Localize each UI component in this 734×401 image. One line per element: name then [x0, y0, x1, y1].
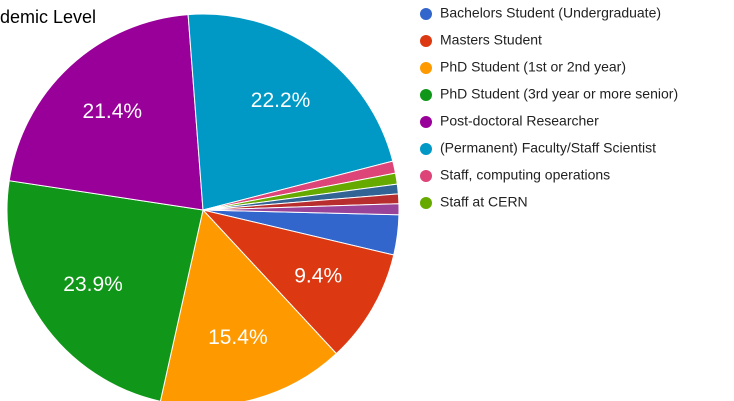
legend-swatch: [420, 35, 432, 47]
slice-label: 23.9%: [63, 273, 123, 296]
legend-label: (Permanent) Faculty/Staff Scientist: [440, 140, 656, 156]
slice-label: 9.4%: [294, 265, 342, 288]
pie-slice: [201, 209, 395, 355]
legend-swatch: [420, 116, 432, 128]
legend-label: Masters Student: [440, 32, 542, 48]
slice-label: 21.4%: [83, 100, 143, 123]
legend-label: PhD Student (3rd year or more senior): [440, 86, 678, 102]
pie-slice: [8, 14, 204, 211]
legend-label: Post-doctoral Researcher: [440, 113, 599, 129]
pie-slice: [6, 180, 204, 401]
slice-label: 22.2%: [251, 89, 311, 112]
legend-swatch: [420, 170, 432, 182]
legend-swatch: [420, 62, 432, 74]
pie-slice: [202, 203, 400, 216]
legend-label: Staff, computing operations: [440, 167, 610, 183]
pie-slice: [187, 13, 394, 211]
pie-slice: [159, 208, 338, 401]
legend-swatch: [420, 8, 432, 20]
legend-label: PhD Student (1st or 2nd year): [440, 59, 626, 75]
legend-swatch: [420, 197, 432, 209]
legend-label: Bachelors Student (Undergraduate): [440, 5, 661, 21]
legend-label: Staff at CERN: [440, 194, 528, 210]
legend-swatch: [420, 89, 432, 101]
slice-label: 15.4%: [208, 326, 268, 349]
chart-title: demic Level: [0, 7, 96, 27]
legend-swatch: [420, 143, 432, 155]
